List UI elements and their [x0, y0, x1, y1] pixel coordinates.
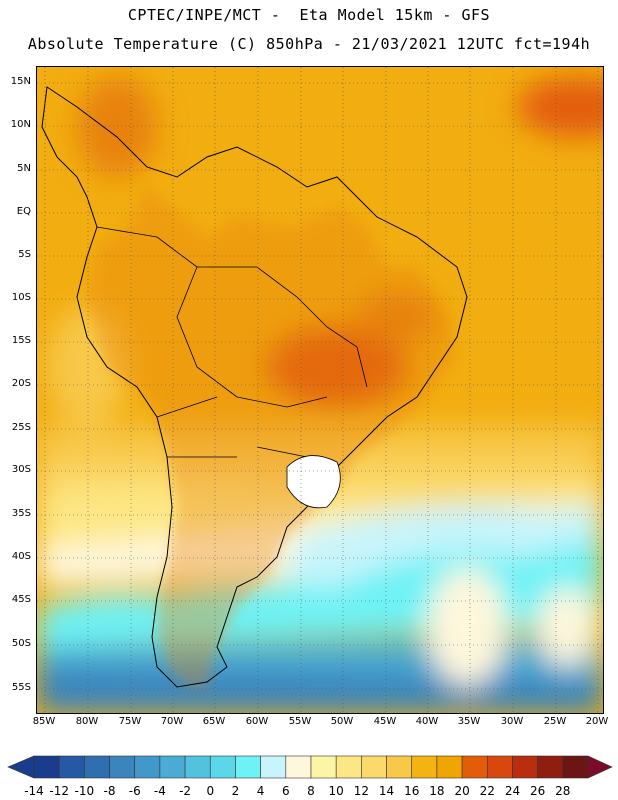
colorbar-swatch	[209, 755, 236, 779]
lon-label-20w: 20W	[585, 716, 609, 727]
lat-label-30s: 30S	[11, 464, 31, 475]
colorbar-swatch	[537, 755, 564, 779]
lat-label-25s: 25S	[11, 422, 31, 433]
colorbar-left-arrow	[7, 755, 35, 779]
temperature-map	[36, 66, 604, 714]
lon-label-70w: 70W	[160, 716, 184, 727]
cool-tongue-south-atlantic	[427, 567, 507, 687]
colorbar-label: 16	[404, 784, 420, 798]
colorbar-label: -14	[24, 784, 44, 798]
lat-label-5s: 5S	[18, 249, 31, 260]
colorbar-swatch	[335, 755, 362, 779]
continent-warm-overlay	[87, 187, 457, 687]
colorbar-right-arrow	[587, 755, 613, 779]
lon-label-65w: 65W	[202, 716, 226, 727]
colorbar-swatch	[184, 755, 211, 779]
colorbar-swatch	[33, 755, 60, 779]
lat-label-45s: 45S	[11, 594, 31, 605]
colorbar-label: 26	[529, 784, 546, 798]
lat-label-15n: 15N	[10, 76, 31, 87]
colorbar-swatch	[84, 755, 110, 779]
lon-label-35w: 35W	[457, 716, 481, 727]
colorbar-label: 14	[378, 784, 395, 798]
colorbar-swatch	[512, 755, 538, 779]
lat-label-35s: 35S	[11, 508, 31, 519]
colorbar-swatch	[58, 755, 85, 779]
colorbar-swatch	[562, 755, 589, 779]
lat-label-50s: 50S	[11, 638, 31, 649]
colorbar-swatch	[285, 755, 312, 779]
colorbar-label: 22	[479, 784, 495, 798]
colorbar-swatch	[386, 755, 413, 779]
colorbar-swatch	[159, 755, 186, 779]
colorbar-label: -6	[128, 784, 141, 798]
colorbar-swatch	[411, 755, 438, 779]
colorbar-swatch	[310, 755, 337, 779]
colorbar-label: 24	[504, 784, 521, 798]
colorbar-label: -8	[103, 784, 116, 798]
colorbar-label: 8	[307, 784, 315, 798]
lon-label-55w: 55W	[288, 716, 312, 727]
chart-title-line1: CPTEC/INPE/MCT - Eta Model 15km - GFS	[127, 6, 491, 24]
lat-label-10n: 10N	[10, 119, 31, 130]
colorbar-swatch	[361, 755, 387, 779]
lon-label-60w: 60W	[245, 716, 269, 727]
chart-title-line2: Absolute Temperature (C) 850hPa - 21/03/…	[27, 35, 591, 53]
colorbar-swatch	[461, 755, 488, 779]
colorbar-label: 4	[256, 784, 265, 798]
colorbar-label: -4	[153, 784, 166, 798]
lat-label-55s: 55S	[11, 682, 31, 693]
colorbar-label: 20	[454, 784, 470, 798]
lat-label-40s: 40S	[11, 551, 31, 562]
lagoon-outline	[286, 455, 341, 509]
lon-label-80w: 80W	[75, 716, 99, 727]
colorbar	[7, 755, 613, 779]
lat-label-10s: 10S	[11, 292, 31, 303]
lat-label-20s: 20S	[11, 378, 31, 389]
colorbar-swatch	[486, 755, 513, 779]
coastline	[41, 86, 468, 688]
colorbar-label: 2	[231, 784, 240, 798]
colorbar-label: 18	[429, 784, 445, 798]
map-canvas	[37, 67, 603, 713]
colorbar-swatch	[134, 755, 161, 779]
lon-label-50w: 50W	[330, 716, 354, 727]
colorbar-label: -2	[179, 784, 192, 798]
colorbar-label: 6	[281, 784, 290, 798]
colorbar-swatch	[235, 755, 261, 779]
lon-label-45w: 45W	[373, 716, 397, 727]
lat-label-5n: 5N	[17, 163, 31, 174]
colorbar-label: 12	[353, 784, 369, 798]
lat-label-15s: 15S	[11, 335, 31, 346]
lon-label-40w: 40W	[415, 716, 439, 727]
lon-label-25w: 25W	[543, 716, 567, 727]
colorbar-label: -12	[49, 784, 69, 798]
warm-patch-andes-north	[77, 77, 157, 177]
colorbar-swatch	[436, 755, 463, 779]
lon-label-30w: 30W	[500, 716, 524, 727]
lat-label-eq: EQ	[16, 206, 31, 217]
colorbar-label: 28	[555, 784, 571, 798]
colorbar-swatch	[260, 755, 287, 779]
colorbar-label: 0	[206, 784, 215, 798]
lon-label-75w: 75W	[118, 716, 142, 727]
colorbar-swatch	[109, 755, 136, 779]
colorbar-label: -10	[74, 784, 95, 798]
lon-label-85w: 85W	[32, 716, 56, 727]
cool-tongue-east	[537, 587, 597, 667]
colorbar-label: 10	[328, 784, 344, 798]
hot-patch-atlantic	[517, 77, 603, 137]
